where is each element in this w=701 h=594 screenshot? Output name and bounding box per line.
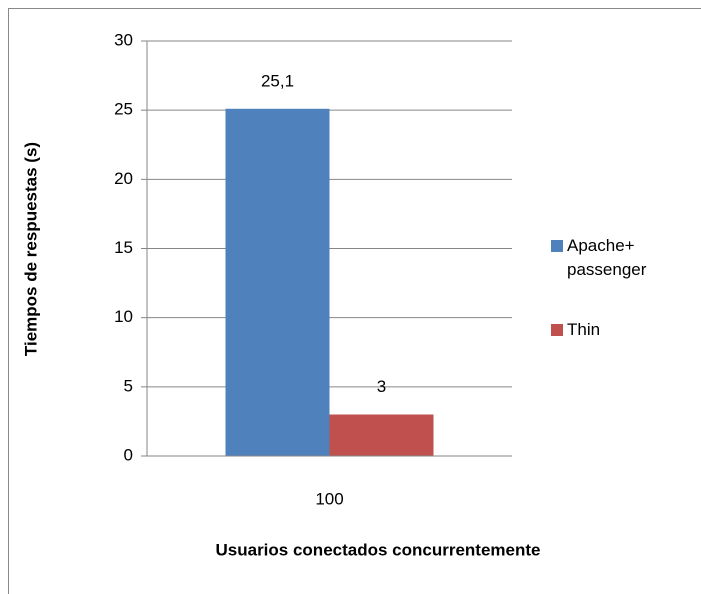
bar <box>329 414 434 456</box>
data-label: 3 <box>377 377 386 396</box>
y-tick-label: 5 <box>124 376 133 395</box>
y-tick-label: 30 <box>114 30 133 49</box>
y-tick-label: 10 <box>114 307 133 326</box>
bar <box>225 108 330 457</box>
legend-label: Thin <box>567 320 601 339</box>
x-axis-title: Usuarios conectados concurrentemente <box>216 540 541 559</box>
y-tick-label: 20 <box>114 169 133 188</box>
data-label: 25,1 <box>261 71 294 90</box>
chart-frame <box>8 8 701 594</box>
x-tick-label: 100 <box>315 489 343 508</box>
legend-label: Apache+ passenger <box>567 236 647 279</box>
y-tick-label: 0 <box>124 445 133 464</box>
y-tick-label: 25 <box>114 100 133 119</box>
legend-swatch <box>551 240 563 252</box>
y-axis-title: Tiempos de respuestas (s) <box>21 142 40 356</box>
legend-swatch <box>551 324 563 336</box>
y-tick-label: 15 <box>114 238 133 257</box>
